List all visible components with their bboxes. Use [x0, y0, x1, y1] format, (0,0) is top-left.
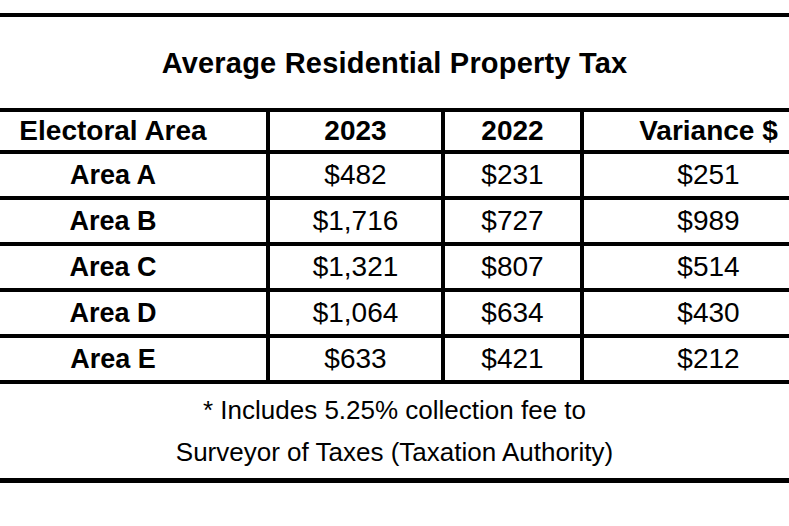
footnote-line-1: * Includes 5.25% collection fee to: [203, 390, 586, 432]
col-header-2023: 2023: [268, 110, 443, 152]
value-variance-area-c: $514: [582, 244, 789, 290]
col-header-electoral-area: Electoral Area: [0, 110, 268, 152]
value-2023-area-d: $1,064: [268, 290, 443, 336]
table-row-area-b: Area B $1,716 $727 $989: [0, 198, 789, 244]
value-2022-area-d: $634: [443, 290, 582, 336]
value-variance-area-b: $989: [582, 198, 789, 244]
property-tax-table: Electoral Area 2023 2022 Variance $ Area…: [0, 108, 789, 384]
value-2022-area-e: $421: [443, 336, 582, 382]
value-2022-area-a: $231: [443, 152, 582, 198]
value-2022-area-b: $727: [443, 198, 582, 244]
table-row-area-a: Area A $482 $231 $251: [0, 152, 789, 198]
footnote: * Includes 5.25% collection fee to Surve…: [0, 386, 789, 478]
value-2022-area-c: $807: [443, 244, 582, 290]
col-header-2022: 2022: [443, 110, 582, 152]
table-row-area-c: Area C $1,321 $807 $514: [0, 244, 789, 290]
value-variance-area-e: $212: [582, 336, 789, 382]
property-tax-figure: Average Residential Property Tax Elector…: [0, 0, 789, 526]
footnote-line-2: Surveyor of Taxes (Taxation Authority): [176, 432, 613, 474]
table-row-area-d: Area D $1,064 $634 $430: [0, 290, 789, 336]
value-2023-area-c: $1,321: [268, 244, 443, 290]
page-title: Average Residential Property Tax: [0, 17, 789, 110]
row-label-area-c: Area C: [0, 244, 268, 290]
value-variance-area-a: $251: [582, 152, 789, 198]
row-label-area-b: Area B: [0, 198, 268, 244]
value-2023-area-e: $633: [268, 336, 443, 382]
value-2023-area-b: $1,716: [268, 198, 443, 244]
col-header-variance: Variance $: [582, 110, 789, 152]
bottom-rule: [0, 478, 789, 483]
value-variance-area-d: $430: [582, 290, 789, 336]
value-2023-area-a: $482: [268, 152, 443, 198]
table-row-area-e: Area E $633 $421 $212: [0, 336, 789, 382]
row-label-area-a: Area A: [0, 152, 268, 198]
table-header-row: Electoral Area 2023 2022 Variance $: [0, 110, 789, 152]
row-label-area-e: Area E: [0, 336, 268, 382]
row-label-area-d: Area D: [0, 290, 268, 336]
